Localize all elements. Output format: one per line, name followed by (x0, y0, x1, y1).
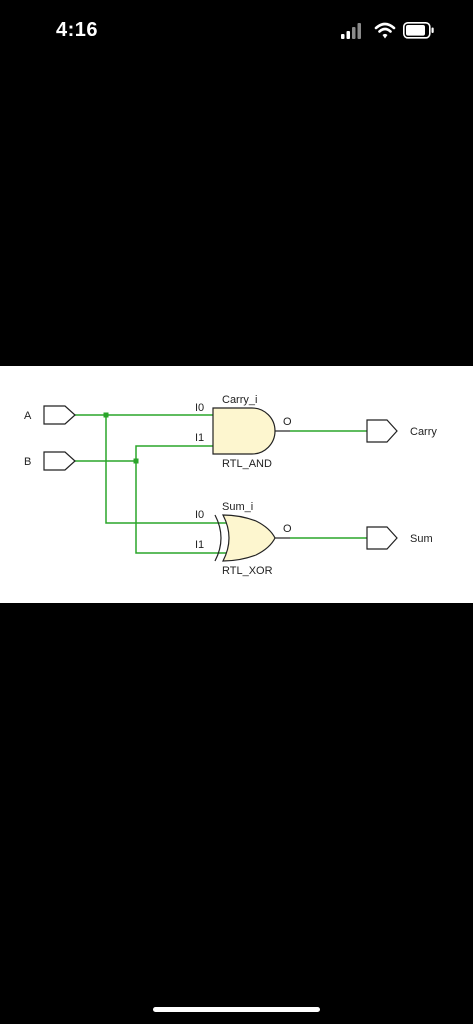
wire-b-to-and (75, 445, 213, 462)
and-gate-type-label: RTL_AND (222, 458, 272, 470)
output-port-sum: Sum (366, 526, 433, 550)
cellular-signal-icon (341, 23, 361, 39)
xor-gate-pin-o: O (283, 523, 292, 535)
output-port-sum-label: Sum (410, 533, 433, 545)
schematic-diagram: A B Carry_i I0 I1 O RTL_AND Sum_i I0 I1 … (24, 394, 437, 577)
xor-gate-instance-label: Sum_i (222, 501, 253, 513)
and-gate-pin-o: O (283, 416, 292, 428)
status-time: 4:16 (56, 19, 99, 41)
junction-b (133, 458, 139, 464)
xor-gate-pin-i0: I0 (195, 509, 204, 521)
status-icons (341, 22, 434, 39)
output-port-carry: Carry (366, 419, 437, 443)
input-port-b: B (24, 451, 76, 471)
and-gate: Carry_i I0 I1 O RTL_AND (195, 394, 292, 470)
output-port-carry-label: Carry (410, 426, 437, 438)
xor-gate-pin-i1: I1 (195, 539, 204, 551)
input-port-b-label: B (24, 456, 31, 468)
xor-gate: Sum_i I0 I1 O RTL_XOR (195, 501, 292, 577)
wires (75, 414, 367, 554)
wifi-icon (374, 22, 396, 39)
and-gate-instance-label: Carry_i (222, 394, 257, 406)
xor-gate-type-label: RTL_XOR (222, 565, 273, 577)
home-indicator[interactable] (153, 1007, 320, 1012)
status-bar: 4:16 (0, 0, 473, 64)
wire-a-to-xor (105, 415, 228, 524)
and-gate-pin-i0: I0 (195, 402, 204, 414)
schematic-image: A B Carry_i I0 I1 O RTL_AND Sum_i I0 I1 … (0, 366, 473, 603)
input-port-a-label: A (24, 410, 32, 422)
battery-icon (403, 22, 434, 39)
wire-b-to-xor (135, 461, 228, 554)
junction-a (103, 412, 109, 418)
input-port-a: A (24, 405, 76, 425)
and-gate-pin-i1: I1 (195, 432, 204, 444)
